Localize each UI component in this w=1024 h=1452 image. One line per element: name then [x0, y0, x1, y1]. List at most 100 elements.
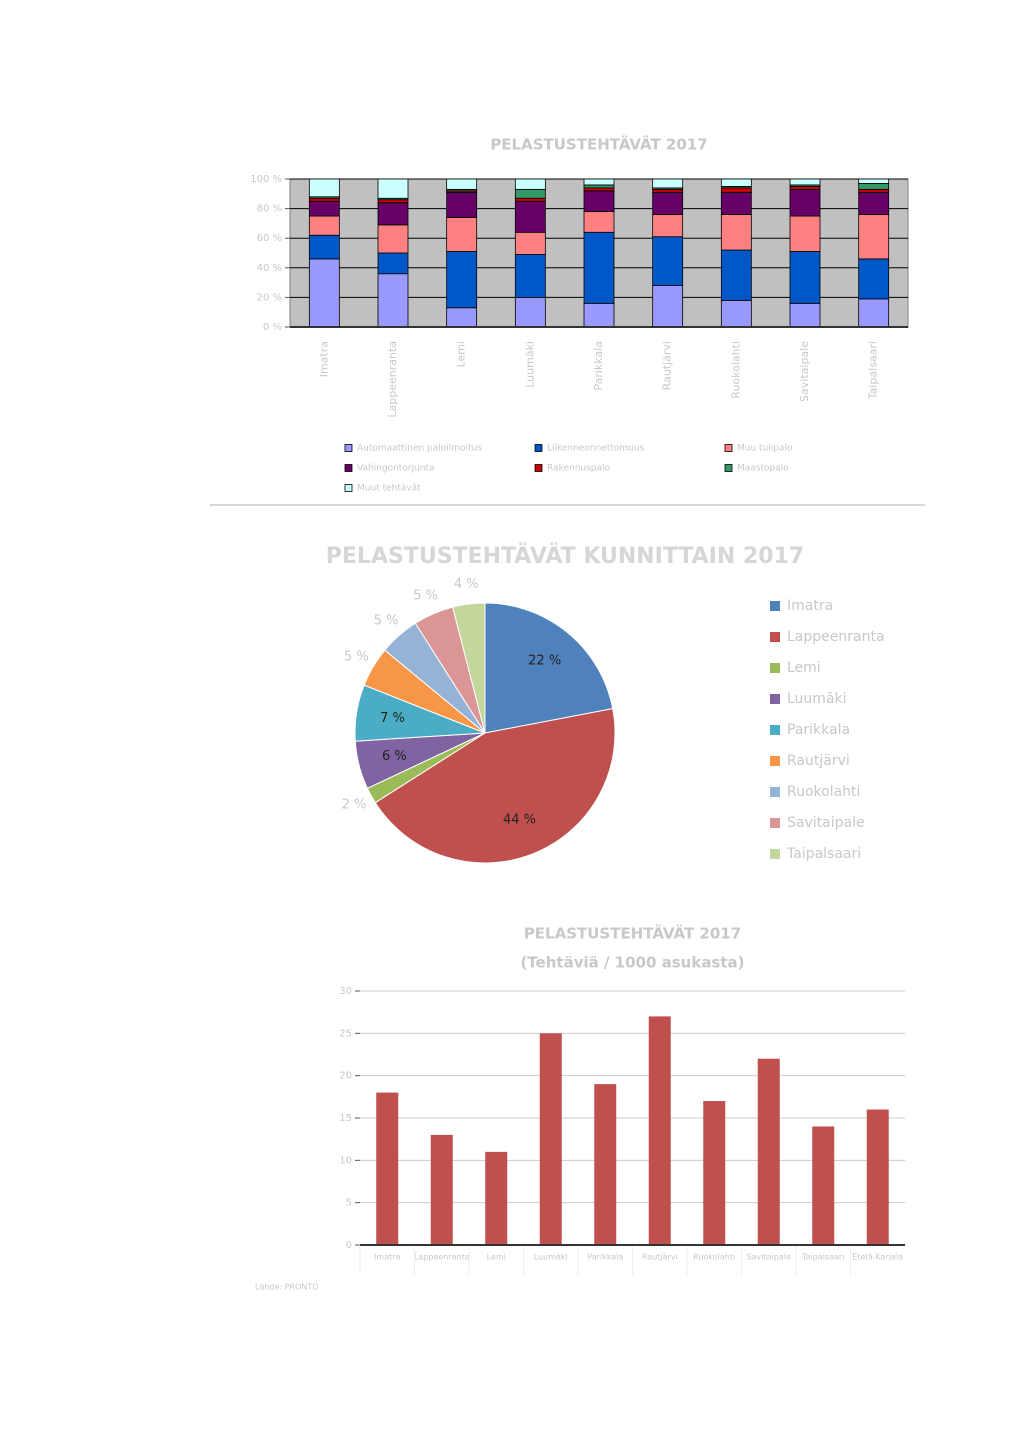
- legend-swatch: [770, 725, 780, 735]
- data-label: 22 %: [528, 653, 561, 668]
- x-tick-label: Lappeenranta: [386, 341, 399, 418]
- bar-segment: [514, 197, 546, 202]
- legend-label: Vahingontorjunta: [357, 464, 435, 474]
- x-tick-label: Imatra: [374, 1253, 400, 1262]
- bar-segment: [514, 231, 546, 255]
- bar: [757, 1058, 780, 1245]
- y-tick-label: 20 %: [257, 292, 282, 303]
- bar-segment: [583, 190, 615, 212]
- bar-segment: [789, 178, 821, 186]
- bar: [594, 1084, 617, 1245]
- bar: [812, 1126, 835, 1245]
- x-tick-label: Ruokolahti: [729, 341, 742, 399]
- bar: [376, 1092, 399, 1245]
- bar-segment: [377, 273, 409, 328]
- bar-segment: [652, 285, 684, 328]
- bar-segment: [308, 200, 340, 217]
- x-tick-label: Etelä-Karjala: [852, 1253, 903, 1262]
- y-tick-label: 0: [346, 1240, 352, 1251]
- legend-label: Lemi: [787, 660, 821, 676]
- x-tick-label: Taipalsaari: [867, 341, 880, 400]
- legend-swatch: [770, 632, 780, 642]
- x-tick-label: Lemi: [455, 341, 468, 367]
- bar-segment: [446, 217, 478, 252]
- bar-segment: [446, 251, 478, 309]
- legend-label: Lappeenranta: [787, 629, 885, 645]
- legend-swatch: [344, 464, 353, 472]
- legend-swatch: [724, 444, 733, 452]
- bar-segment: [652, 236, 684, 286]
- bar-segment: [858, 214, 890, 260]
- y-tick-label: 60 %: [257, 233, 282, 244]
- legend-label: Maastopalo: [737, 464, 789, 474]
- bar-segment: [789, 215, 821, 252]
- bar-segment: [308, 258, 340, 328]
- pie-slice: [374, 708, 616, 864]
- legend-label: Muut tehtävät: [357, 484, 421, 494]
- data-label: 2 %: [342, 798, 367, 813]
- y-tick-label: 15: [339, 1113, 352, 1124]
- legend-label: Imatra: [787, 598, 833, 614]
- bar-segment: [858, 178, 890, 184]
- bar-segment: [720, 249, 752, 301]
- bar-segment: [583, 184, 615, 189]
- data-label: 5 %: [413, 588, 438, 603]
- bar-segment: [377, 202, 409, 226]
- x-tick-label: Lemi: [487, 1253, 506, 1262]
- bar: [866, 1109, 889, 1245]
- bar-segment: [514, 200, 546, 233]
- x-tick-label: Parikkala: [587, 1253, 623, 1262]
- legend-swatch: [770, 849, 780, 859]
- chart-title: PELASTUSTEHTÄVÄT 2017: [524, 924, 741, 943]
- bar-segment: [583, 231, 615, 304]
- bar-segment: [789, 302, 821, 328]
- bar-segment: [720, 187, 752, 193]
- chart-title: PELASTUSTEHTÄVÄT 2017: [490, 135, 707, 154]
- legend-swatch: [770, 601, 780, 611]
- pie-slice: [452, 602, 486, 734]
- legend-label: Ruokolahti: [787, 784, 860, 800]
- y-tick-label: 40 %: [257, 263, 282, 274]
- pie-slice: [484, 602, 614, 734]
- x-tick-label: Luumäki: [523, 341, 536, 388]
- bar-segment: [514, 188, 546, 199]
- bar-segment: [308, 234, 340, 260]
- data-label: 4 %: [454, 577, 479, 592]
- bar-segment: [858, 298, 890, 328]
- bar-segment: [308, 215, 340, 236]
- bar: [703, 1101, 726, 1245]
- bar: [539, 1033, 562, 1245]
- bar-segment: [446, 307, 478, 328]
- x-tick-label: Rautjärvi: [661, 341, 674, 390]
- bar-segment: [377, 178, 409, 199]
- y-tick-label: 100 %: [250, 174, 282, 185]
- data-label: 7 %: [380, 711, 405, 726]
- bar-segment: [583, 178, 615, 186]
- legend-swatch: [344, 444, 353, 452]
- bar-segment: [652, 178, 684, 189]
- bar: [648, 1016, 671, 1245]
- bar-segment: [789, 251, 821, 304]
- bar-segment: [720, 191, 752, 215]
- x-tick-label: Parikkala: [592, 341, 605, 391]
- chart-subtitle: (Tehtäviä / 1000 asukasta): [520, 954, 744, 972]
- legend-swatch: [770, 756, 780, 766]
- legend-swatch: [724, 464, 733, 472]
- x-tick-label: Savitaipale: [798, 341, 811, 402]
- data-label: 5 %: [344, 649, 369, 664]
- bar-segment: [583, 211, 615, 233]
- legend-swatch: [534, 464, 543, 472]
- y-tick-label: 0 %: [263, 322, 282, 333]
- legend-swatch: [344, 484, 353, 492]
- legend-label: Muu tulipalo: [737, 444, 793, 454]
- bar: [485, 1151, 508, 1245]
- legend-swatch: [770, 663, 780, 673]
- x-tick-label: Savitaipale: [747, 1253, 791, 1262]
- data-label: 44 %: [503, 813, 536, 828]
- y-tick-label: 80 %: [257, 204, 282, 215]
- bar-segment: [858, 191, 890, 215]
- legend-label: Luumäki: [787, 691, 847, 707]
- bar-segment: [720, 178, 752, 187]
- bar-segment: [789, 188, 821, 217]
- x-tick-label: Rautjärvi: [642, 1253, 678, 1262]
